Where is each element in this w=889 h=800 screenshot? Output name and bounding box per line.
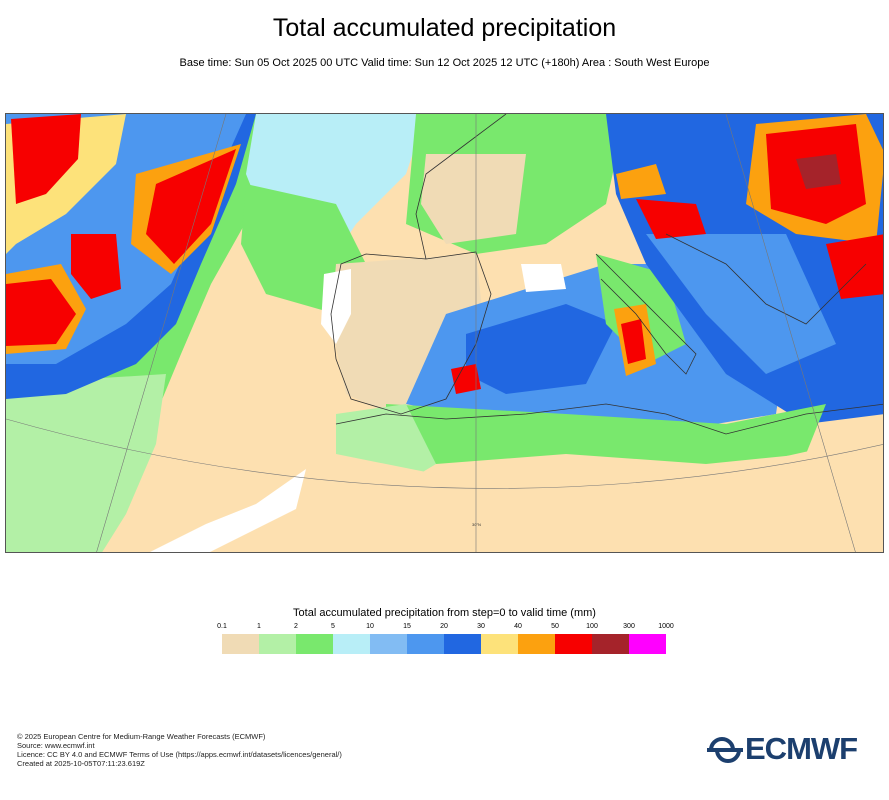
latitude-label: 30°N — [472, 522, 481, 527]
legend-swatch — [370, 634, 407, 654]
precip-balkan-red — [636, 199, 706, 239]
ecmwf-logo-text: ECMWF — [745, 731, 858, 766]
ecmwf-logo-icon — [707, 737, 743, 763]
ecmwf-logo: ECMWF — [707, 731, 873, 767]
footer-source: Source: www.ecmwf.int — [17, 741, 95, 750]
precip-atlantic-red-mid — [146, 149, 236, 264]
precip-sardinia-red — [621, 319, 646, 364]
footer: © 2025 European Centre for Medium-Range … — [17, 732, 342, 768]
page-subtitle: Base time: Sun 05 Oct 2025 00 UTC Valid … — [179, 57, 710, 69]
legend-swatch — [592, 634, 629, 654]
legend-threshold-label: 1000 — [658, 623, 674, 630]
legend-swatch — [629, 634, 666, 654]
footer-created: Created at 2025-10-05T07:11:23.619Z — [17, 759, 145, 768]
precip-east-darkred — [796, 154, 841, 189]
graticule-lat — [6, 418, 883, 489]
legend-threshold-label: 1 — [257, 623, 261, 630]
legend-swatch — [259, 634, 296, 654]
footer-licence: Licence: CC BY 4.0 and ECMWF Terms of Us… — [17, 750, 342, 759]
nodata-west — [321, 269, 351, 344]
legend-swatch — [555, 634, 592, 654]
legend-threshold-label: 10 — [366, 623, 374, 630]
precip-atlantic-red-nw — [11, 114, 81, 204]
legend-swatch — [481, 634, 518, 654]
legend-threshold-label: 5 — [331, 623, 335, 630]
coastline-balkans — [665, 233, 867, 325]
footer-copyright: © 2025 European Centre for Medium-Range … — [17, 732, 266, 741]
legend-swatch — [407, 634, 444, 654]
legend-threshold-label: 50 — [551, 623, 559, 630]
land-sahara — [130, 434, 883, 552]
precip-atlantic-red-w2 — [71, 234, 121, 299]
legend-threshold-label: 2 — [294, 623, 298, 630]
legend-threshold-label: 300 — [623, 623, 635, 630]
legend-threshold-label: 30 — [477, 623, 485, 630]
legend-swatch — [518, 634, 555, 654]
precip-med-darkblue — [466, 304, 616, 394]
nodata-south — [150, 469, 306, 552]
precip-balearic-red — [451, 364, 481, 394]
legend-colorbar — [222, 634, 666, 654]
nodata-east — [521, 264, 566, 292]
graticule-lon1 — [96, 114, 227, 552]
graticule-lon3 — [725, 114, 856, 552]
legend-threshold-label: 20 — [440, 623, 448, 630]
precip-france-dry — [421, 154, 526, 244]
legend-swatch — [444, 634, 481, 654]
precip-greece-red — [826, 234, 883, 299]
page-title: Total accumulated precipitation — [272, 14, 617, 42]
precip-nafrica-green — [386, 404, 826, 464]
legend-swatch — [296, 634, 333, 654]
coastline-italy — [595, 253, 697, 375]
legend-threshold-label: 40 — [514, 623, 522, 630]
precip-atlantic-lightgreen — [6, 374, 166, 552]
legend-swatch — [222, 634, 259, 654]
precip-atlantic-red-w — [6, 279, 76, 346]
coastline-nafrica — [335, 403, 883, 435]
legend-threshold-label: 15 — [403, 623, 411, 630]
coastline-france — [415, 114, 507, 260]
legend-labels: 0.1 1 2 5 10 15 20 30 40 50 100 300 1000 — [217, 623, 674, 633]
legend-threshold-label: 0.1 — [217, 623, 227, 630]
legend-threshold-label: 100 — [586, 623, 598, 630]
legend-swatch — [333, 634, 370, 654]
precip-east-midblue — [646, 234, 836, 374]
precip-adriatic-orange — [616, 164, 666, 199]
legend-title: Total accumulated precipitation from ste… — [293, 607, 596, 619]
precipitation-map[interactable]: 30°N — [5, 113, 884, 553]
coastline-iberia — [330, 251, 492, 415]
